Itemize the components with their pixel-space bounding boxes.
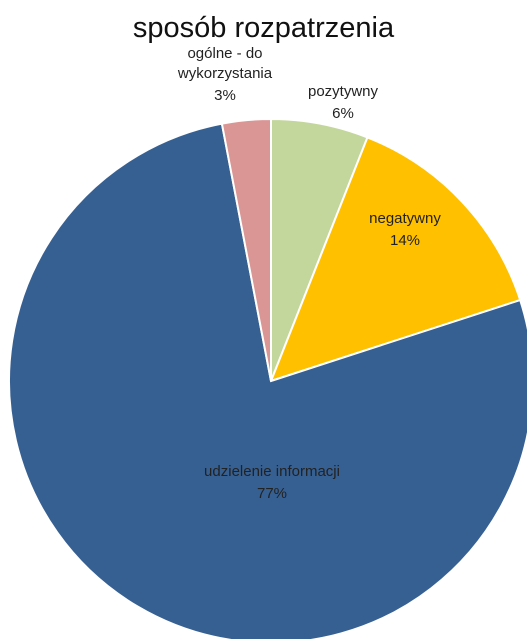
- pie-slice: [220, 117, 272, 382]
- slice-label: pozytywny: [307, 83, 379, 100]
- slice-label: udzielenie informacji: [204, 463, 340, 480]
- slice-value-label: 6%: [332, 105, 354, 122]
- slice-value-label: 3%: [214, 87, 236, 104]
- chart-title: sposób rozpatrzenia: [132, 12, 395, 44]
- slice-value-label: 77%: [256, 485, 288, 502]
- slice-label: negatywny: [369, 210, 441, 227]
- slice-value-label: 14%: [389, 232, 421, 249]
- slice-label: ogólne - do wykorzystania: [177, 45, 273, 82]
- pie-slice: [8, 122, 527, 639]
